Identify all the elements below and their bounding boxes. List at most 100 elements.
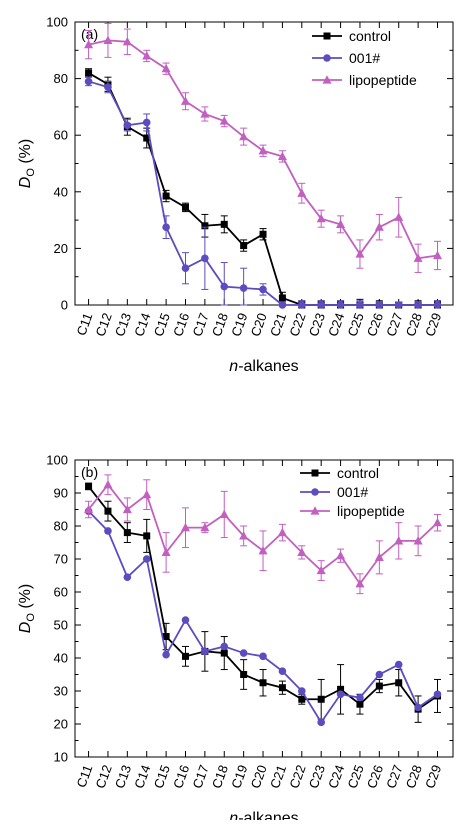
x-tick-label: C18 <box>209 763 231 791</box>
x-tick-label: C18 <box>209 311 231 339</box>
x-tick-label: C22 <box>286 311 308 339</box>
data-point <box>200 109 210 118</box>
data-point <box>278 294 286 302</box>
data-point <box>161 63 171 73</box>
x-tick-label: C22 <box>286 763 308 791</box>
x-tick-label: C19 <box>228 311 250 339</box>
x-tick-label: C15 <box>151 311 173 339</box>
data-point <box>220 642 229 651</box>
series-line <box>88 72 438 306</box>
x-tick-label: C13 <box>112 763 134 791</box>
data-point <box>201 222 209 230</box>
data-point <box>162 223 170 231</box>
y-tick-label: 80 <box>54 71 68 86</box>
y-tick-label: 30 <box>54 684 68 699</box>
data-point <box>413 253 423 262</box>
data-point <box>143 134 151 142</box>
series-line <box>88 80 438 306</box>
x-axis-title-italic: n <box>229 358 238 375</box>
data-point <box>219 116 229 125</box>
data-point <box>356 700 364 708</box>
legend-marker <box>311 469 319 477</box>
y-tick-label: 10 <box>54 750 68 765</box>
legend-marker <box>311 488 319 496</box>
data-point <box>239 131 249 141</box>
data-point <box>220 649 228 657</box>
data-point <box>278 667 287 675</box>
x-tick-label: C19 <box>228 763 250 791</box>
data-point <box>219 509 229 519</box>
legend-label: control <box>337 465 379 481</box>
y-tick-label: 40 <box>54 184 68 199</box>
x-tick-label: C11 <box>73 763 95 790</box>
data-point <box>356 693 364 702</box>
legend-label: 001# <box>349 50 380 66</box>
data-point <box>103 479 113 489</box>
x-tick-label: C24 <box>325 311 347 339</box>
data-point <box>298 695 306 703</box>
data-point <box>181 264 190 273</box>
x-tick-label: C13 <box>112 311 134 339</box>
x-tick-label: C14 <box>131 763 153 791</box>
data-point <box>336 690 345 699</box>
data-point <box>122 504 132 514</box>
x-tick-label: C23 <box>306 311 328 339</box>
data-point <box>297 188 307 197</box>
series-001 <box>84 76 442 309</box>
x-tick-label: C20 <box>248 763 270 791</box>
data-point <box>278 684 286 692</box>
data-point <box>162 633 170 641</box>
data-point <box>355 249 365 258</box>
data-point <box>317 695 325 703</box>
x-axis-title: n-alkanes <box>229 358 298 375</box>
data-point <box>239 284 248 292</box>
y-tick-label: 20 <box>54 717 68 732</box>
data-point <box>201 254 209 263</box>
x-axis-title-rest: -alkanes <box>238 810 298 820</box>
data-point <box>104 507 112 515</box>
chart-panel-a: 020406080100C11C12C13C14C15C16C17C18C19C… <box>17 15 454 375</box>
data-point <box>200 522 210 532</box>
x-tick-label: C16 <box>170 311 192 339</box>
data-point <box>201 647 209 656</box>
x-axis-title-rest: -alkanes <box>238 358 298 375</box>
x-tick-label: C25 <box>345 311 367 339</box>
data-point <box>258 545 268 555</box>
data-point <box>122 37 132 46</box>
data-point <box>84 504 94 514</box>
data-point <box>85 482 93 490</box>
y-tick-label: 0 <box>61 298 68 313</box>
data-point <box>374 552 384 561</box>
data-point <box>375 670 384 679</box>
data-point <box>161 547 171 556</box>
data-point <box>181 652 189 660</box>
x-tick-label: C14 <box>131 311 153 339</box>
y-tick-label: 100 <box>46 15 68 30</box>
x-tick-label: C12 <box>93 763 115 791</box>
data-point <box>258 145 268 155</box>
x-tick-label: C27 <box>383 763 405 791</box>
x-tick-label: C24 <box>325 763 347 791</box>
data-point <box>395 679 403 687</box>
y-tick-label: 20 <box>54 241 68 256</box>
y-tick-label: 90 <box>54 486 68 501</box>
data-point <box>394 301 403 309</box>
data-point <box>180 522 190 532</box>
x-tick-label: C11 <box>73 311 95 338</box>
y-axis-title-subscript: O <box>25 613 37 622</box>
x-tick-label: C12 <box>93 311 115 339</box>
data-point <box>220 220 228 228</box>
data-point <box>336 219 346 228</box>
data-point <box>316 213 326 223</box>
data-point <box>142 118 151 127</box>
data-point <box>240 242 248 250</box>
data-point <box>162 192 170 200</box>
legend-label: lipopeptide <box>337 503 405 519</box>
y-axis-title: DO (%) <box>17 584 37 633</box>
data-point <box>103 35 113 44</box>
series-lipopeptide <box>84 22 442 273</box>
data-point <box>142 51 152 60</box>
data-point <box>259 285 267 294</box>
y-axis-title-unit: (%) <box>17 139 34 168</box>
